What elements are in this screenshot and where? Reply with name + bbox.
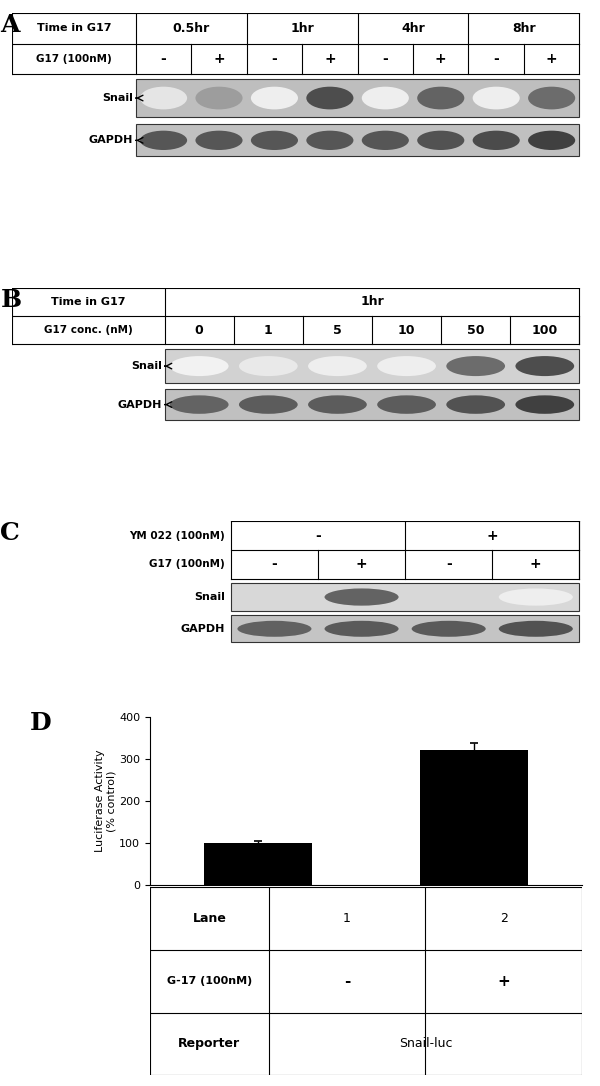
Text: -: - xyxy=(344,974,350,988)
Bar xyxy=(231,616,580,642)
Ellipse shape xyxy=(473,130,520,150)
Ellipse shape xyxy=(251,130,298,150)
Text: G17 conc. (nM): G17 conc. (nM) xyxy=(44,325,133,336)
Ellipse shape xyxy=(238,621,311,636)
Text: +: + xyxy=(435,52,446,66)
Text: Snail-luc: Snail-luc xyxy=(398,1037,452,1050)
Bar xyxy=(164,389,580,420)
Text: +: + xyxy=(324,52,335,66)
Ellipse shape xyxy=(528,130,575,150)
Text: 0: 0 xyxy=(195,324,203,337)
Text: 1hr: 1hr xyxy=(290,22,314,35)
Text: +: + xyxy=(546,52,557,66)
Ellipse shape xyxy=(515,395,574,414)
Ellipse shape xyxy=(362,87,409,110)
Text: +: + xyxy=(487,529,498,543)
Text: -: - xyxy=(161,52,166,66)
Ellipse shape xyxy=(412,621,486,636)
Text: GAPDH: GAPDH xyxy=(118,400,162,409)
Ellipse shape xyxy=(377,356,436,376)
Text: +: + xyxy=(356,557,367,571)
Text: -: - xyxy=(315,529,321,543)
Text: 100: 100 xyxy=(532,324,558,337)
Text: GAPDH: GAPDH xyxy=(181,623,225,634)
Ellipse shape xyxy=(417,87,464,110)
Bar xyxy=(164,350,580,382)
Ellipse shape xyxy=(377,395,436,414)
Ellipse shape xyxy=(239,356,298,376)
Ellipse shape xyxy=(325,589,398,606)
Text: 1: 1 xyxy=(264,324,272,337)
Ellipse shape xyxy=(251,87,298,110)
Y-axis label: Luciferase Activity
(% control): Luciferase Activity (% control) xyxy=(95,749,116,853)
Ellipse shape xyxy=(446,395,505,414)
Text: Snail: Snail xyxy=(102,93,133,103)
Ellipse shape xyxy=(308,395,367,414)
Text: 8hr: 8hr xyxy=(512,22,536,35)
Ellipse shape xyxy=(473,87,520,110)
Ellipse shape xyxy=(528,87,575,110)
Ellipse shape xyxy=(170,356,229,376)
Text: 1hr: 1hr xyxy=(360,295,384,308)
Text: Reporter: Reporter xyxy=(178,1037,241,1050)
Ellipse shape xyxy=(499,621,573,636)
Bar xyxy=(420,750,528,885)
Bar xyxy=(136,79,580,117)
Bar xyxy=(136,124,580,156)
Ellipse shape xyxy=(325,621,398,636)
Text: Lane: Lane xyxy=(193,912,226,925)
Ellipse shape xyxy=(140,130,187,150)
Text: Snail: Snail xyxy=(131,361,162,371)
Ellipse shape xyxy=(170,395,229,414)
Text: 0.5hr: 0.5hr xyxy=(173,22,210,35)
Ellipse shape xyxy=(307,87,353,110)
Text: 10: 10 xyxy=(398,324,415,337)
Text: B: B xyxy=(1,288,22,312)
Bar xyxy=(204,843,312,885)
Ellipse shape xyxy=(499,589,573,606)
Ellipse shape xyxy=(308,356,367,376)
Text: -: - xyxy=(493,52,499,66)
Ellipse shape xyxy=(239,395,298,414)
Bar xyxy=(231,583,580,611)
Text: 1: 1 xyxy=(343,912,351,925)
Text: C: C xyxy=(1,521,20,545)
Text: 2: 2 xyxy=(500,912,508,925)
Text: GAPDH: GAPDH xyxy=(89,136,133,146)
Text: D: D xyxy=(30,711,52,735)
Ellipse shape xyxy=(140,87,187,110)
Text: -: - xyxy=(272,52,277,66)
Ellipse shape xyxy=(417,130,464,150)
Text: 4hr: 4hr xyxy=(401,22,425,35)
Text: Snail: Snail xyxy=(194,592,225,602)
Text: -: - xyxy=(446,557,452,571)
Ellipse shape xyxy=(515,356,574,376)
Text: G17 (100nM): G17 (100nM) xyxy=(36,54,112,64)
Text: Time in G17: Time in G17 xyxy=(51,296,125,307)
Text: -: - xyxy=(382,52,388,66)
Text: Time in G17: Time in G17 xyxy=(37,23,111,34)
Text: 5: 5 xyxy=(333,324,342,337)
Text: YM 022 (100nM): YM 022 (100nM) xyxy=(130,531,225,541)
Text: 50: 50 xyxy=(467,324,484,337)
Text: G-17 (100nM): G-17 (100nM) xyxy=(167,976,252,986)
Text: A: A xyxy=(1,13,20,37)
Ellipse shape xyxy=(446,356,505,376)
Ellipse shape xyxy=(196,87,242,110)
Text: +: + xyxy=(213,52,225,66)
Text: +: + xyxy=(530,557,542,571)
Text: +: + xyxy=(497,974,510,988)
Ellipse shape xyxy=(362,130,409,150)
Text: G17 (100nM): G17 (100nM) xyxy=(149,559,225,569)
Ellipse shape xyxy=(196,130,242,150)
Text: -: - xyxy=(272,557,277,571)
Ellipse shape xyxy=(307,130,353,150)
